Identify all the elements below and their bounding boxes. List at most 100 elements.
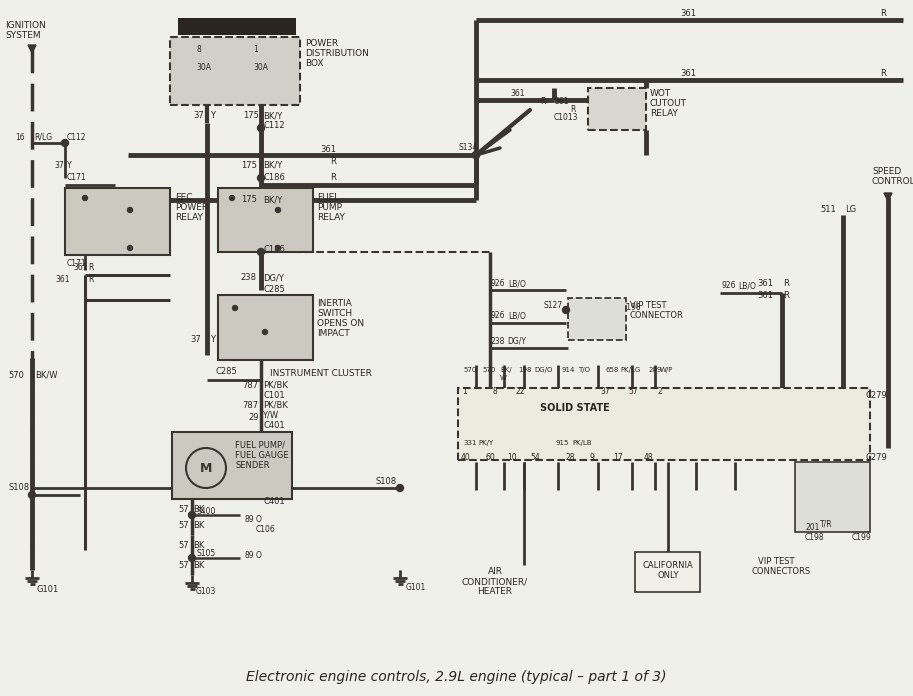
Text: SOLID STATE: SOLID STATE (540, 403, 610, 413)
Text: O: O (256, 516, 262, 525)
Circle shape (276, 207, 280, 212)
Text: R: R (88, 264, 93, 273)
Bar (588, 88, 646, 130)
Text: S105: S105 (196, 550, 215, 558)
Text: 926: 926 (568, 299, 582, 308)
Text: 22: 22 (515, 388, 525, 397)
Text: 17: 17 (614, 452, 623, 461)
Text: W/P: W/P (660, 367, 674, 373)
Text: 570: 570 (482, 367, 496, 373)
Bar (218, 188, 313, 252)
Text: 914: 914 (562, 367, 575, 373)
Text: R: R (880, 10, 886, 19)
Bar (172, 432, 292, 499)
Text: 361: 361 (73, 264, 88, 273)
Text: 361: 361 (757, 278, 773, 287)
Text: C171: C171 (67, 173, 87, 182)
Text: BK: BK (193, 562, 205, 571)
Text: PK/BK: PK/BK (263, 381, 288, 390)
Text: 1: 1 (463, 388, 467, 397)
Text: R/LG: R/LG (34, 132, 52, 141)
Text: 658: 658 (605, 367, 618, 373)
Text: INSTRUMENT CLUSTER: INSTRUMENT CLUSTER (270, 368, 372, 377)
Text: R: R (330, 157, 336, 166)
Text: 57: 57 (178, 541, 189, 551)
Text: M: M (200, 461, 212, 475)
Text: 1: 1 (253, 45, 257, 54)
Text: CONNECTOR: CONNECTOR (630, 310, 684, 319)
Text: 175: 175 (241, 196, 257, 205)
Text: 787: 787 (242, 381, 258, 390)
Text: BK: BK (193, 521, 205, 530)
Text: 30A: 30A (253, 63, 268, 72)
Text: R: R (783, 278, 789, 287)
Text: CLUSTER: CLUSTER (800, 498, 837, 507)
Circle shape (263, 329, 268, 335)
Text: O: O (256, 551, 262, 560)
Text: DG/O: DG/O (534, 367, 552, 373)
Text: S134: S134 (458, 143, 477, 152)
Text: BK: BK (193, 541, 205, 551)
Text: SYSTEM: SYSTEM (5, 31, 40, 40)
Text: 30A: 30A (196, 63, 211, 72)
Text: 926: 926 (490, 280, 505, 289)
Text: CUTOUT: CUTOUT (650, 100, 687, 109)
Circle shape (396, 484, 404, 491)
Bar (170, 37, 300, 105)
Text: BK/W: BK/W (35, 370, 58, 379)
Text: 10: 10 (508, 452, 517, 461)
Text: 48: 48 (643, 452, 653, 461)
Text: 29: 29 (248, 413, 258, 422)
Text: POWER: POWER (305, 40, 338, 49)
Text: C112: C112 (67, 132, 87, 141)
Text: PK/BK: PK/BK (263, 400, 288, 409)
Text: G103: G103 (196, 587, 216, 596)
Text: CONTROL: CONTROL (872, 177, 913, 187)
Text: 37: 37 (600, 388, 610, 397)
Text: PK/LB: PK/LB (572, 440, 592, 446)
Text: C101: C101 (263, 390, 285, 400)
Text: WOT: WOT (650, 90, 671, 99)
Circle shape (128, 207, 132, 212)
Text: ONLY: ONLY (657, 571, 678, 580)
Text: RELAY: RELAY (175, 214, 203, 223)
Circle shape (61, 139, 68, 146)
Text: BOX: BOX (305, 59, 323, 68)
Bar (635, 552, 700, 592)
Text: 926: 926 (722, 281, 737, 290)
Circle shape (128, 246, 132, 251)
Text: 175: 175 (241, 161, 257, 170)
Text: 361: 361 (757, 292, 773, 301)
Text: BK/: BK/ (500, 367, 511, 373)
Text: C279: C279 (866, 454, 887, 463)
Text: G101: G101 (406, 583, 426, 592)
Text: Y/W: Y/W (262, 411, 278, 420)
Text: C186: C186 (263, 173, 285, 182)
Text: W: W (500, 375, 507, 381)
Text: 37: 37 (190, 335, 201, 345)
Circle shape (188, 512, 195, 519)
Text: POWER: POWER (175, 203, 208, 212)
Text: PK/LG: PK/LG (620, 367, 640, 373)
Text: SENDER: SENDER (235, 461, 269, 470)
Text: 9: 9 (590, 452, 594, 461)
Text: HEATER: HEATER (477, 587, 512, 596)
Text: VIP TEST: VIP TEST (758, 557, 794, 567)
Text: C199: C199 (852, 532, 872, 541)
Text: Y: Y (210, 335, 215, 345)
Text: 54: 54 (530, 452, 540, 461)
Text: INSTRUMENT: INSTRUMENT (800, 487, 855, 496)
Text: DG/Y: DG/Y (507, 336, 526, 345)
Text: RELAY: RELAY (650, 109, 677, 118)
Text: 361: 361 (320, 145, 336, 154)
Text: 361: 361 (554, 97, 569, 106)
Text: T/R: T/R (820, 519, 833, 528)
Text: 361: 361 (680, 70, 696, 79)
Circle shape (257, 125, 265, 132)
Text: C198: C198 (805, 532, 824, 541)
Polygon shape (884, 193, 892, 201)
Text: R: R (880, 70, 886, 79)
Text: C1013: C1013 (554, 113, 579, 122)
Text: C279: C279 (866, 390, 887, 400)
Text: CONNECTORS: CONNECTORS (752, 567, 811, 576)
